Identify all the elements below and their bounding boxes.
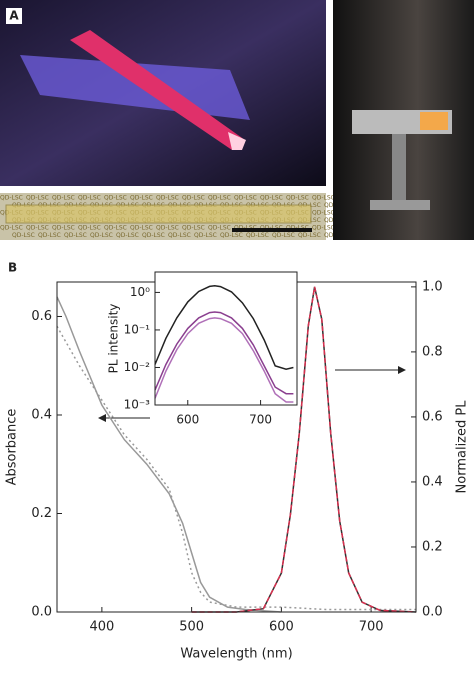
y-tick-label: 1.0 — [422, 279, 443, 294]
y-tick-label: 0.2 — [31, 506, 52, 521]
scale-bar — [232, 228, 312, 232]
photo-text: QD-LSC — [272, 232, 295, 239]
photo-text: QD-LSC — [90, 232, 113, 239]
y2-axis-label: Normalized PL — [455, 400, 470, 494]
y-tick-label: 0.0 — [422, 605, 443, 620]
photo-text: QD-LSC — [208, 195, 231, 202]
photo-text: QD-LSC — [64, 232, 87, 239]
panel-label: A — [9, 9, 19, 23]
photo-text: QD-LSC — [286, 195, 309, 202]
photo-text: QD-LSC — [0, 195, 23, 202]
photo-base — [370, 200, 430, 210]
arrow-head — [398, 366, 406, 374]
y-tick-label: 0.4 — [31, 407, 52, 422]
photo-text: QD-LSC — [38, 232, 61, 239]
photo-text: QD-LSC — [0, 225, 23, 232]
photo-text: QD-LSC — [78, 195, 101, 202]
photo-text: QD-LSC — [104, 225, 127, 232]
photo-text: QD-LSC — [298, 232, 321, 239]
y-axis-label: PL intensity — [107, 304, 121, 374]
y-axis-label: Absorbance — [5, 409, 20, 486]
label-box — [6, 8, 22, 24]
photo-text: QD-LSC — [130, 195, 153, 202]
photo-text: QD-LSC — [12, 232, 35, 239]
y-tick-label: 0.4 — [422, 474, 443, 489]
photo-slab — [5, 204, 312, 224]
photo-post — [392, 134, 406, 204]
y-tick-label: 10⁻¹ — [124, 322, 151, 336]
photo-text: QD-LSC — [220, 232, 243, 239]
y-tick-label: 0.0 — [31, 605, 52, 620]
photo-text: QD-LSC — [130, 225, 153, 232]
x-tick-label: 500 — [179, 620, 204, 635]
y-tick-label: 0.6 — [31, 309, 52, 324]
panel-label: B — [8, 261, 17, 275]
y-tick-label: 10⁻³ — [124, 398, 151, 412]
photo-glow — [420, 112, 448, 130]
photo-text: QD-LSC — [52, 195, 75, 202]
x-tick-label: 700 — [249, 413, 272, 427]
photo-text: QD-LSC — [52, 225, 75, 232]
photo-text: QD-LSC — [312, 225, 335, 232]
photo-text: QD-LSC — [194, 232, 217, 239]
photo-text: QD-LSC — [234, 195, 257, 202]
photo-text: QD-LSC — [156, 225, 179, 232]
x-tick-label: 600 — [176, 413, 199, 427]
photo-text: QD-LSC — [26, 225, 49, 232]
photo-text: QD-LSC — [116, 232, 139, 239]
photo-text: QD-LSC — [78, 225, 101, 232]
series-line — [154, 311, 294, 395]
photo-text: QD-LSC — [312, 195, 335, 202]
series-line — [154, 317, 294, 403]
photo-text: QD-LSC — [260, 195, 283, 202]
photo-text: QD-LSC — [208, 225, 231, 232]
photo-text: QD-LSC — [26, 195, 49, 202]
photo-bar-end — [228, 132, 246, 150]
photo-text: QD-LSC — [182, 225, 205, 232]
x-tick-label: 400 — [89, 620, 114, 635]
x-tick-label: 600 — [269, 620, 294, 635]
series-line — [56, 325, 416, 611]
arrow-head — [98, 414, 106, 422]
photo-text: QD-LSC — [168, 232, 191, 239]
inset-background — [155, 272, 297, 405]
photo-text: QD-LSC — [246, 232, 269, 239]
plot-frame — [154, 271, 298, 406]
y-tick-label: 10⁰ — [130, 285, 150, 299]
photo-text: QD-LSC — [142, 232, 165, 239]
y-tick-label: 10⁻² — [124, 360, 151, 374]
photo-text: QD-LSC — [104, 195, 127, 202]
photo-bar — [70, 30, 245, 150]
y-tick-label: 0.2 — [422, 539, 443, 554]
series-line — [154, 285, 294, 370]
y-tick-label: 0.8 — [422, 344, 443, 359]
series-line — [191, 286, 417, 613]
y-tick-label: 0.6 — [422, 409, 443, 424]
x-tick-label: 700 — [359, 620, 384, 635]
x-axis-label: Wavelength (nm) — [180, 647, 292, 662]
photo-text: QD-LSC — [156, 195, 179, 202]
photo-text: QD-LSC — [312, 210, 335, 217]
photo-text: QD-LSC — [182, 195, 205, 202]
